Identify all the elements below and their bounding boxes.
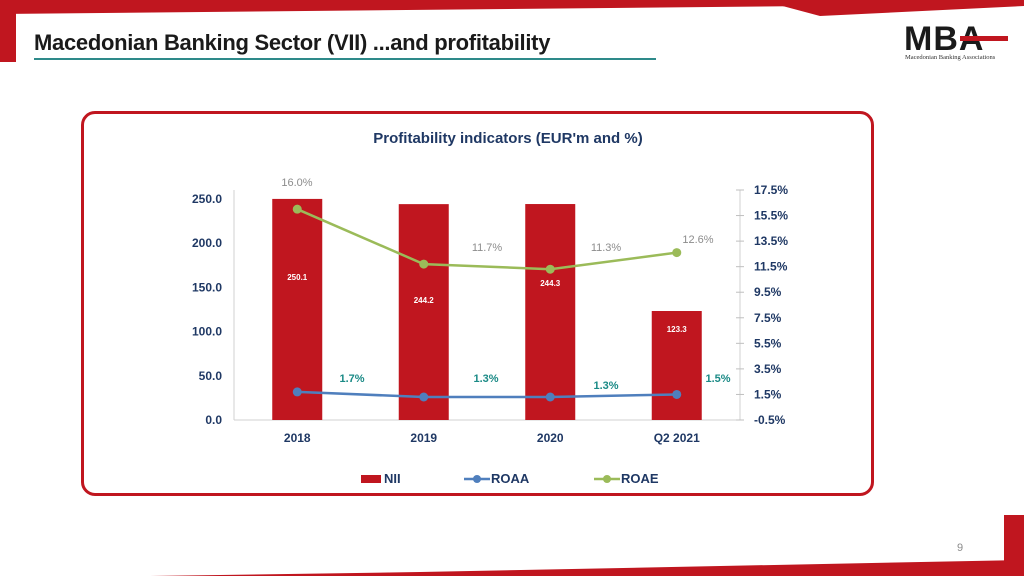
legend-roae-label: ROAE [621, 471, 659, 486]
legend-nii-swatch [361, 475, 381, 483]
left-tick-label: 150.0 [192, 280, 222, 294]
page-number: 9 [957, 542, 964, 554]
roae-point [419, 259, 429, 269]
slide-title: Macedonian Banking Sector (VII) ...and p… [34, 30, 551, 55]
left-tick-label: 50.0 [199, 369, 223, 383]
nii-data-label: 244.3 [540, 279, 561, 288]
legend-roaa-label: ROAA [491, 471, 530, 486]
logo-red-bar [960, 36, 1008, 41]
legend-roae-marker [603, 475, 611, 483]
left-tick-label: 200.0 [192, 236, 222, 250]
x-tick-label: 2020 [537, 431, 564, 445]
left-tick-label: 0.0 [205, 413, 222, 427]
nii-bar [398, 204, 449, 420]
title-underline [34, 58, 656, 60]
roaa-data-label: 1.7% [339, 373, 364, 385]
right-tick-label: 3.5% [754, 362, 782, 376]
legend-roaa-marker [473, 475, 481, 483]
roaa-point [419, 392, 429, 402]
nii-data-label: 123.3 [667, 325, 688, 334]
mba-logo: MBA [904, 20, 1008, 58]
roae-point [292, 204, 302, 214]
nii-bar [272, 198, 323, 420]
roaa-point [545, 392, 555, 402]
right-tick-label: 15.5% [754, 209, 788, 223]
right-tick-label: 17.5% [754, 183, 788, 197]
x-tick-label: 2018 [284, 431, 311, 445]
top-right-red-shard [760, 0, 1024, 16]
x-tick-label: 2019 [410, 431, 437, 445]
roaa-data-label: 1.5% [705, 373, 730, 385]
right-tick-label: -0.5% [754, 413, 786, 427]
nii-data-label: 250.1 [287, 273, 308, 282]
right-tick-label: 1.5% [754, 387, 782, 401]
roae-data-label: 12.6% [682, 234, 713, 246]
roae-data-label: 11.7% [472, 242, 503, 254]
roae-point [545, 264, 555, 274]
left-tick-label: 100.0 [192, 325, 222, 339]
right-tick-label: 13.5% [754, 234, 788, 248]
roaa-data-label: 1.3% [473, 373, 498, 385]
x-tick-label: Q2 2021 [654, 431, 700, 445]
bottom-red-band [150, 560, 1024, 576]
nii-data-label: 244.2 [414, 296, 435, 305]
roaa-point [672, 389, 682, 399]
right-tick-label: 11.5% [754, 260, 788, 274]
nii-bar [525, 204, 576, 420]
chart-frame [81, 111, 874, 496]
roae-data-label: 11.3% [591, 242, 622, 254]
bottom-right-red-corner [1004, 515, 1024, 576]
roaa-point [292, 387, 302, 397]
roae-point [672, 248, 682, 258]
roaa-line [297, 390, 677, 399]
roaa-data-label: 1.3% [593, 380, 618, 392]
top-left-red-corner [0, 0, 16, 62]
logo-subtitle: Macedonian Banking Associations [905, 54, 996, 61]
right-tick-label: 5.5% [754, 336, 782, 350]
legend-nii-label: NII [384, 471, 401, 486]
top-red-band [0, 0, 1024, 14]
right-tick-label: 9.5% [754, 285, 782, 299]
roae-line [296, 208, 677, 271]
right-tick-label: 7.5% [754, 311, 782, 325]
chart-title: Profitability indicators (EUR'm and %) [373, 130, 642, 147]
left-tick-label: 250.0 [192, 192, 222, 206]
roae-data-label: 16.0% [281, 177, 312, 189]
nii-bar [651, 311, 702, 420]
